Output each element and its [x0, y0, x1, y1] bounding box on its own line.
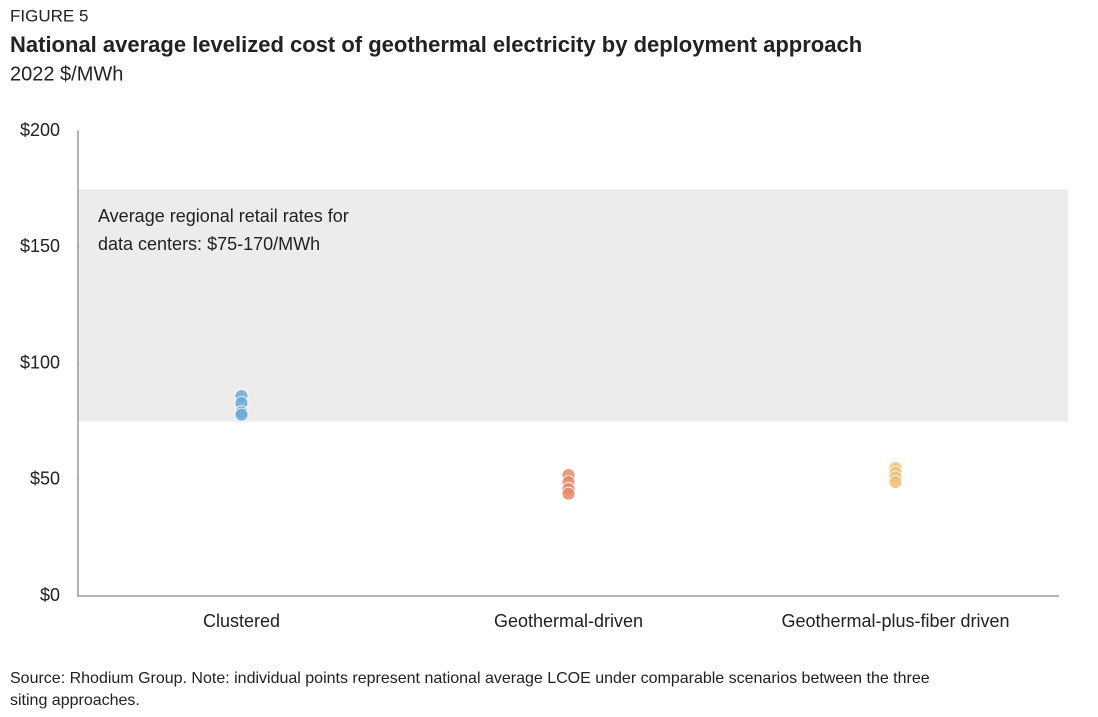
y-tick-label: $0 — [40, 585, 60, 605]
point — [888, 475, 903, 489]
band-annotation: Average regional retail rates for — [98, 206, 349, 226]
figure-label: FIGURE 5 — [10, 6, 88, 25]
x-tick-label: Geothermal-driven — [494, 611, 643, 631]
retail-rate-band — [78, 189, 1068, 422]
y-tick-label: $200 — [20, 120, 60, 140]
y-tick-label: $100 — [20, 352, 60, 372]
chart-title: National average levelized cost of geoth… — [10, 32, 862, 57]
chart-subtitle: 2022 $/MWh — [10, 63, 123, 85]
source-note: Source: Rhodium Group. Note: individual … — [10, 670, 930, 687]
x-tick-label: Clustered — [203, 611, 280, 631]
y-tick-label: $50 — [30, 469, 60, 489]
point — [234, 407, 249, 422]
x-tick-label: Geothermal-plus-fiber driven — [781, 611, 1009, 631]
y-tick-label: $150 — [20, 236, 60, 256]
point — [561, 486, 576, 501]
band-annotation: data centers: $75-170/MWh — [98, 234, 320, 254]
source-note: siting approaches. — [10, 692, 140, 709]
